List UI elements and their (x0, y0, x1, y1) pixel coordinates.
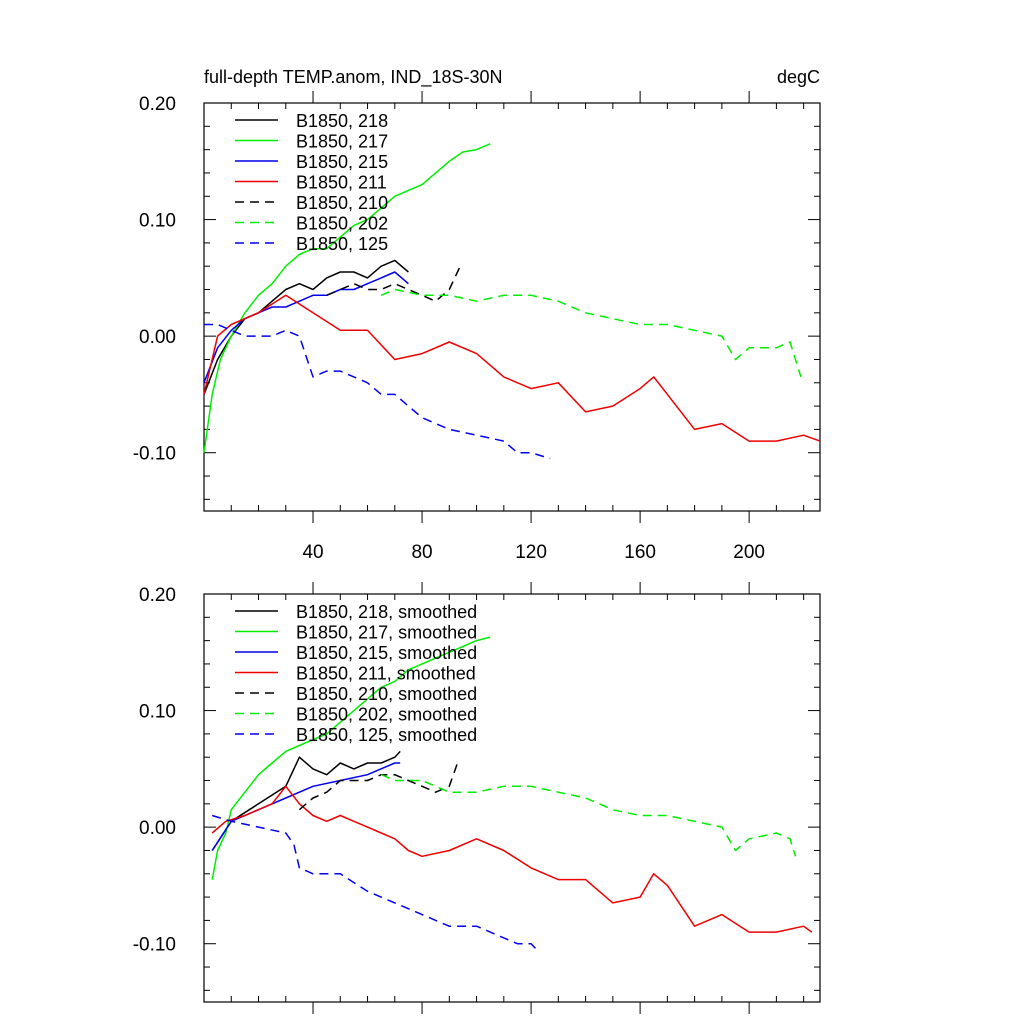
chart-panel-bottom: 0.200.100.00-0.10 B1850, 218, smoothedB1… (133, 582, 821, 1014)
chart-title: full-depth TEMP.anom, IND_18S-30N (204, 67, 503, 88)
y-tick-label: 0.20 (139, 94, 176, 115)
legend-label: B1850, 217 (296, 132, 388, 152)
series-line-1 (203, 259, 409, 395)
x-tick-label: 200 (733, 542, 765, 563)
y-tick-label: -0.10 (133, 935, 176, 956)
legend-label: B1850, 202, smoothed (296, 705, 477, 725)
series-line-3 (211, 762, 401, 851)
legend-label: B1850, 215, smoothed (296, 643, 477, 663)
legend-label: B1850, 211, smoothed (296, 664, 476, 684)
y-tick-label: 0.00 (139, 327, 176, 348)
legend-label: B1850, 211 (296, 173, 387, 193)
series-line-4 (211, 785, 813, 933)
x-tick-label: 40 (302, 542, 323, 563)
series-line-4 (203, 294, 821, 442)
x-tick-label: 80 (411, 542, 432, 563)
plot-frame (203, 102, 821, 512)
series-line-5 (326, 265, 461, 302)
series-line-6 (380, 774, 797, 857)
chart-units: degC (777, 67, 820, 87)
legend-label: B1850, 202 (296, 214, 388, 234)
x-tick-label: 120 (515, 542, 547, 563)
y-tick-label: 0.10 (139, 702, 176, 723)
y-tick-label: 0.10 (139, 211, 176, 232)
series-line-7 (204, 323, 551, 460)
chart-panel-top: full-depth TEMP.anom, IND_18S-30N degC 0… (133, 67, 821, 563)
series-line-7 (211, 814, 538, 951)
legend-label: B1850, 125 (296, 234, 388, 254)
legend-label: B1850, 210, smoothed (296, 684, 477, 704)
legend-label: B1850, 218 (296, 111, 388, 131)
series-lines (203, 143, 821, 460)
legend-label: B1850, 217, smoothed (296, 623, 477, 643)
series-line-6 (380, 288, 802, 378)
legend-label: B1850, 218, smoothed (296, 602, 477, 622)
series-line-1 (211, 750, 401, 851)
series-line-2 (211, 636, 491, 880)
axis-ticks: 0.20 0.10 0.00 -0.10 (133, 582, 820, 1014)
y-tick-label: -0.10 (133, 444, 176, 465)
legend-label: B1850, 215 (296, 152, 388, 172)
legend-label: B1850, 125, smoothed (296, 725, 477, 745)
series-lines (211, 636, 813, 951)
series-line-3 (203, 271, 409, 384)
x-tick-label: 160 (624, 542, 656, 563)
y-tick-label: 0.00 (139, 818, 176, 839)
axis-ticks: 0.20 0.10 0.00 -0.10 40 80 120 160 200 (133, 91, 820, 563)
plot-frame (203, 593, 821, 1003)
y-tick-label: 0.20 (139, 585, 176, 606)
legend-label: B1850, 210 (296, 193, 388, 213)
